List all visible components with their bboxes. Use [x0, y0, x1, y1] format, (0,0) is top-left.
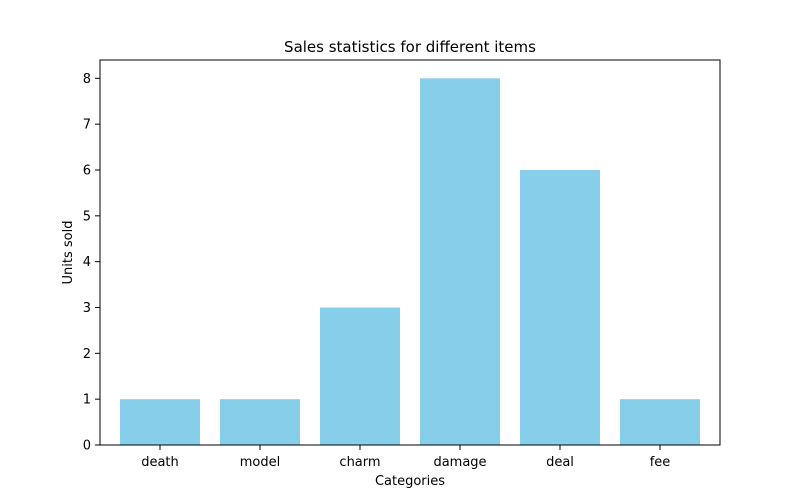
x-tick-label: damage: [433, 455, 486, 470]
bar-damage: [420, 78, 500, 445]
y-tick-label: 2: [83, 347, 91, 362]
y-tick-label: 3: [83, 301, 91, 316]
y-tick-label: 1: [83, 393, 91, 408]
x-axis-ticks: death model charm damage deal fee: [141, 445, 670, 470]
x-tick-label: death: [141, 455, 179, 470]
x-tick-label: deal: [546, 455, 574, 470]
y-tick-label: 7: [83, 118, 91, 133]
y-axis-ticks: 0 1 2 3 4 5 6 7 8: [83, 72, 100, 454]
y-tick-label: 6: [83, 164, 91, 179]
bar-model: [220, 399, 300, 445]
y-tick-label: 4: [83, 255, 91, 270]
x-tick-label: fee: [650, 455, 671, 470]
bars-group: [120, 78, 700, 445]
y-axis-label: Units sold: [61, 221, 76, 285]
y-tick-label: 8: [83, 72, 91, 87]
y-tick-label: 0: [83, 439, 91, 454]
plot-frame: [99, 59, 721, 446]
bar-charm: [320, 307, 400, 445]
bar-fee: [620, 399, 700, 445]
bar-deal: [520, 170, 600, 445]
chart-title: Sales statistics for different items: [284, 38, 536, 56]
bar-death: [120, 399, 200, 445]
x-axis-label: Categories: [375, 474, 445, 489]
y-tick-label: 5: [83, 209, 91, 224]
x-tick-label: charm: [339, 455, 380, 470]
x-tick-label: model: [240, 455, 280, 470]
